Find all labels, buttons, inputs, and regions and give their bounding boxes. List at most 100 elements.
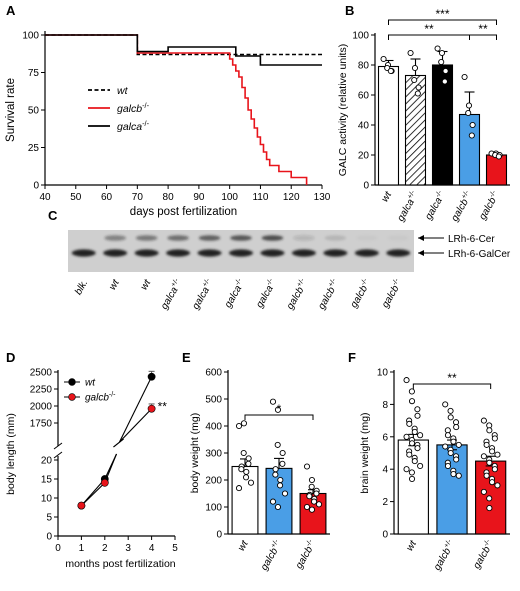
data-point — [447, 407, 454, 414]
category-label-0: wt — [404, 538, 419, 553]
data-point — [441, 78, 448, 85]
x-tick-label: 120 — [283, 192, 300, 203]
data-point — [403, 377, 410, 384]
y-tick-label: 0 — [46, 532, 52, 543]
line-break-mark — [113, 438, 124, 448]
data-point — [411, 458, 418, 465]
data-point — [238, 466, 245, 473]
category-label-1: galcb+/- — [258, 538, 285, 573]
band-galcer — [166, 249, 191, 257]
y-tick-label: 2000 — [30, 402, 53, 413]
category-label-1: galcb+/- — [431, 538, 458, 573]
y-tick-label: 6 — [382, 432, 388, 443]
data-point — [438, 49, 446, 57]
band-label-lower: LRh-6-GalCer — [448, 249, 511, 260]
significance-label: ** — [447, 371, 457, 385]
data-point — [411, 76, 418, 84]
significance-label: * — [277, 402, 282, 416]
y-tick-label: 2250 — [30, 385, 53, 396]
data-point — [408, 388, 415, 395]
y-tick-label: 2500 — [30, 368, 53, 379]
y-tick-label: 5 — [46, 513, 52, 524]
y-tick-label: 60 — [358, 91, 370, 102]
data-point — [315, 501, 323, 508]
data-point — [313, 490, 320, 497]
x-tick-label: 70 — [132, 192, 144, 203]
legend-label-wt: wt — [117, 85, 129, 97]
data-point — [417, 462, 424, 470]
x-tick-label: 1 — [79, 543, 85, 554]
y-tick-label: 2 — [382, 497, 388, 508]
data-point — [411, 64, 419, 72]
data-point — [480, 488, 487, 495]
significance-bracket — [412, 383, 492, 389]
category-label-0: wt — [236, 538, 251, 553]
body-length-chart: 1750 2000 2250 2500 0 5 10 15 20 0 1 2 3 4 5 months pos… — [5, 368, 178, 571]
y-axis-label: Survival rate — [5, 78, 17, 142]
y-tick-label: 500 — [205, 395, 222, 406]
data-point — [274, 503, 282, 511]
series-line-galcb — [104, 453, 118, 484]
y-tick-label: 40 — [358, 121, 370, 132]
y-axis-label: brain weight (mg) — [359, 412, 371, 493]
panel-letter-e: E — [182, 350, 191, 365]
data-point — [495, 153, 502, 160]
y-axis-label: body length (mm) — [5, 413, 17, 495]
data-point — [483, 472, 490, 479]
y-tick-label: 0 — [382, 530, 388, 541]
legend-label-wt: wt — [85, 378, 96, 389]
data-point — [414, 445, 421, 452]
panel-letter-d: D — [6, 350, 15, 365]
lane-label-0: blk. — [73, 278, 90, 297]
x-tick-label: 2 — [102, 543, 108, 554]
data-point — [408, 398, 416, 405]
y-tick-label: 0 — [363, 181, 369, 192]
x-axis-label: days post fertilization — [130, 206, 237, 218]
axis-break-mark — [53, 442, 63, 450]
data-point — [235, 422, 243, 430]
data-point — [469, 121, 476, 129]
series-line-wt — [119, 376, 153, 443]
y-tick-label: 15 — [41, 475, 53, 486]
band-galcer — [197, 249, 222, 257]
y-tick-label: 10 — [41, 494, 53, 505]
legend-label-galcb: galcb-/- — [117, 101, 150, 115]
data-point-galcb — [100, 478, 109, 487]
series-line-galca — [45, 34, 322, 66]
band-cer — [324, 235, 347, 241]
data-point — [486, 427, 493, 434]
data-point — [494, 482, 501, 489]
data-point — [242, 474, 250, 481]
data-point — [277, 476, 284, 484]
brain-weight-chart: 0 2 4 6 8 10 brain weight (mg) wt galcb+/- galcb-… — [359, 368, 510, 573]
y-tick-label: 4 — [382, 465, 388, 476]
data-point — [308, 506, 316, 513]
band-galcer — [260, 249, 285, 257]
data-point-wt — [147, 372, 156, 381]
data-point — [442, 443, 449, 450]
data-point — [414, 406, 421, 413]
bar-4 — [485, 154, 508, 186]
significance-label: *** — [435, 7, 449, 21]
band-galcer — [71, 249, 96, 257]
bar-0 — [397, 439, 429, 535]
lane-label-2: wt — [139, 277, 154, 292]
data-point — [417, 432, 424, 439]
y-tick-label: 1750 — [30, 419, 53, 430]
data-point — [281, 490, 289, 497]
y-tick-label: 80 — [358, 61, 370, 72]
data-point — [408, 440, 416, 447]
legend-swatch-wt — [68, 378, 76, 386]
data-point — [453, 424, 460, 431]
data-point — [245, 460, 252, 467]
data-point — [414, 412, 421, 419]
significance-label: ** — [478, 22, 488, 36]
data-point — [247, 479, 255, 486]
legend-swatch-galcb — [68, 393, 76, 401]
data-point — [491, 435, 498, 442]
lane-label-10: galcb-/- — [379, 277, 405, 310]
significance-label: ** — [424, 22, 434, 36]
data-point — [486, 505, 493, 512]
band-cer — [230, 235, 252, 241]
